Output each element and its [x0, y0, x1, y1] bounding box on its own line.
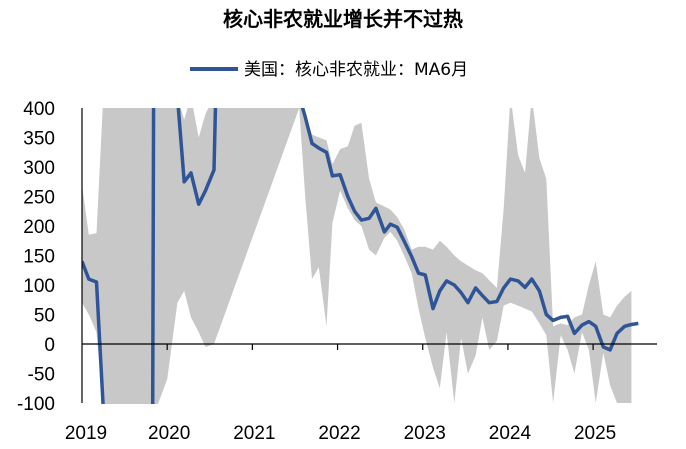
y-tick-label: 250: [23, 188, 55, 209]
chart-title: 核心非农就业增长并不过热: [223, 7, 463, 31]
y-axis-tick-labels: 400 350 300 250 200 150 100 50 0 -50 -100: [17, 99, 55, 415]
x-tick-label: 2020: [148, 423, 190, 444]
y-tick-label: 350: [23, 129, 55, 150]
y-tick-label: 0: [44, 335, 55, 356]
y-tick-label: -100: [17, 394, 55, 415]
y-tick-label: 50: [34, 306, 55, 327]
plot-area: [82, 108, 639, 404]
x-tick-label: 2019: [65, 423, 107, 444]
x-tick-label: 2024: [489, 423, 532, 444]
x-axis-tick-labels: 2019 2020 2021 2022 2023 2024 2025: [65, 423, 616, 444]
range-band: [82, 108, 632, 404]
y-tick-label: -50: [28, 365, 55, 386]
y-tick-label: 150: [23, 247, 55, 268]
y-tick-label: 300: [23, 158, 55, 179]
series-line-core-nonfarm-ma6: [82, 108, 639, 404]
y-tick-label: 200: [23, 217, 55, 238]
axes: [81, 108, 657, 403]
y-tick-label: 100: [23, 276, 55, 297]
legend: 美国：核心非农就业：MA6月: [190, 60, 468, 80]
x-tick-label: 2022: [318, 423, 360, 444]
x-tick-label: 2025: [574, 423, 616, 444]
legend-label: 美国：核心非农就业：MA6月: [244, 60, 468, 80]
x-tick-label: 2023: [404, 423, 446, 444]
x-tick-label: 2021: [233, 423, 275, 444]
y-tick-label: 400: [23, 99, 55, 120]
